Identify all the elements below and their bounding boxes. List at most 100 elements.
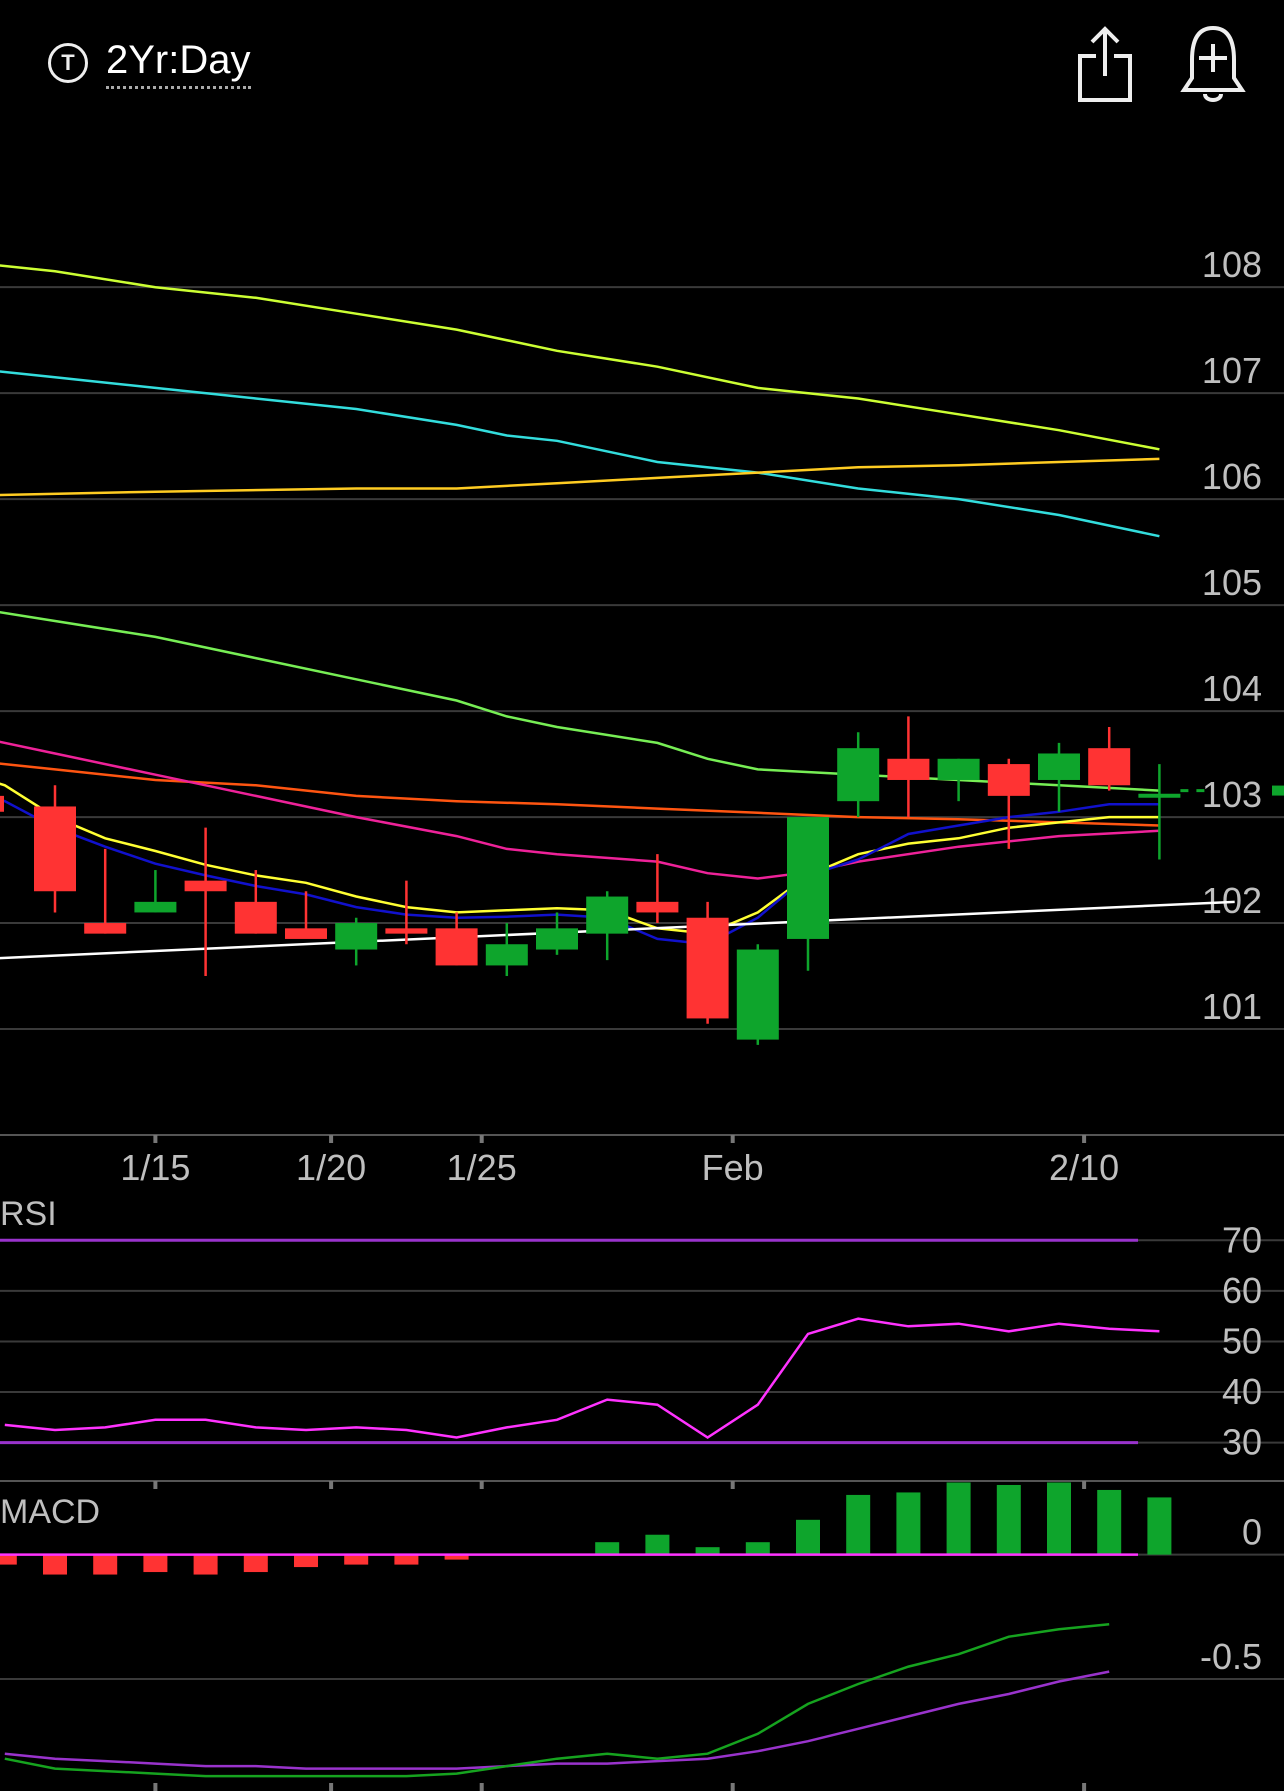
time-tick-label: 2/10 [1049,1147,1119,1188]
candle-body [1088,748,1131,786]
macd-histogram-bar [946,1482,971,1555]
price-tick-label: 105 [1202,562,1262,603]
price-panel: 101 102 103 104 105 106 107 108 1/15 1/20 1/25 Feb 2… [0,244,1284,1188]
moving-average-line [0,611,1160,792]
candle-body [485,944,528,966]
macd-histogram-bar [745,1542,770,1555]
candle-body [385,928,428,934]
rsi-tick-label: 60 [1222,1270,1262,1311]
price-tick-label: 104 [1202,668,1262,709]
moving-average-line [0,264,1160,451]
candle-body [184,880,227,892]
time-tick-label: 1/20 [296,1147,366,1188]
last-price-marker [1272,785,1284,796]
candle-body [84,923,127,934]
macd-histogram-bar [595,1542,620,1555]
rsi-tick-label: 30 [1222,1422,1262,1463]
candle-body [435,928,478,966]
macd-histogram-bar [645,1534,670,1555]
candle-body [837,748,880,802]
price-tick-label: 101 [1202,986,1262,1027]
macd-histogram-bar [243,1554,268,1573]
moving-average-line [0,762,1160,827]
candle-body [937,758,980,780]
macd-tick-label: -0.5 [1200,1636,1262,1677]
macd-histogram-bar [796,1519,820,1555]
candle [435,912,478,966]
candle [937,758,980,802]
candle-body [1138,793,1181,798]
ticker-icon[interactable]: T [48,43,88,83]
macd-title: MACD [0,1493,100,1531]
macd-histogram-bar [896,1492,921,1555]
candle [586,891,629,961]
macd-histogram-bar [1097,1489,1122,1555]
price-tick-label: 108 [1202,244,1262,285]
candle-body [636,901,679,913]
chart-area[interactable]: 101 102 103 104 105 106 107 108 1/15 1/20 1/25 Feb 2… [0,130,1284,1791]
rsi-line [4,1317,1160,1439]
macd-histogram-bar [1047,1482,1071,1555]
candle [887,716,930,818]
candle [1038,742,1080,812]
candle [536,912,578,955]
macd-panel: MACD 0 -0.5 [0,1482,1284,1791]
moving-average-line [0,798,1160,946]
candle-body [987,764,1030,796]
macd-histogram-bar [846,1494,871,1555]
candle [34,785,76,913]
moving-average-line [0,370,1160,538]
time-tick-label: Feb [702,1147,764,1188]
candle [686,901,729,1024]
candle-body [787,817,829,939]
candle-body [736,949,779,1040]
candle [787,817,829,971]
candle [134,870,177,913]
share-icon[interactable] [1074,24,1136,104]
candle-body [0,795,4,812]
macd-histogram-bar [444,1554,469,1560]
candle-body [285,928,327,939]
macd-histogram-bar [344,1554,369,1565]
candle [385,880,428,945]
time-tick-label: 1/15 [120,1147,190,1188]
candle-body [887,758,930,780]
macd-histogram-bar [43,1554,67,1575]
candle [184,827,227,977]
macd-histogram-bar [1147,1497,1172,1555]
macd-histogram-bar [193,1554,218,1575]
macd-histogram-bar [294,1554,318,1568]
candle-body [536,928,578,950]
candle [485,923,528,977]
macd-histogram-bar [996,1484,1021,1555]
macd-tick-label: 0 [1242,1512,1262,1553]
rsi-tick-label: 70 [1222,1219,1262,1260]
macd-histogram-bar [143,1554,168,1573]
price-tick-label: 106 [1202,456,1262,497]
candle-body [234,901,277,934]
candle [1088,726,1131,791]
moving-average-line [0,740,1160,880]
macd-histogram-bar [394,1554,419,1565]
candle [285,891,327,939]
add-alert-bell-icon[interactable] [1178,22,1248,106]
price-tick-label: 103 [1202,774,1262,815]
macd-histogram-bar [93,1554,118,1575]
candle-body [34,806,76,892]
candle-body [335,923,378,950]
candle [84,848,127,934]
macd-line [4,1623,1110,1778]
rsi-panel: RSI 30 40 50 60 70 [0,1195,1284,1489]
range-selector[interactable]: 2Yr:Day [106,36,251,89]
chart-header: T 2Yr:Day [0,0,1284,130]
rsi-title: RSI [0,1195,57,1233]
candle [234,870,277,934]
price-tick-label: 102 [1202,880,1262,921]
price-tick-label: 107 [1202,350,1262,391]
candle-body [586,896,629,934]
rsi-tick-label: 40 [1222,1371,1262,1412]
candle [987,758,1030,849]
rsi-tick-label: 50 [1222,1320,1262,1361]
candle-body [686,917,729,1019]
time-tick-label: 1/25 [447,1147,517,1188]
